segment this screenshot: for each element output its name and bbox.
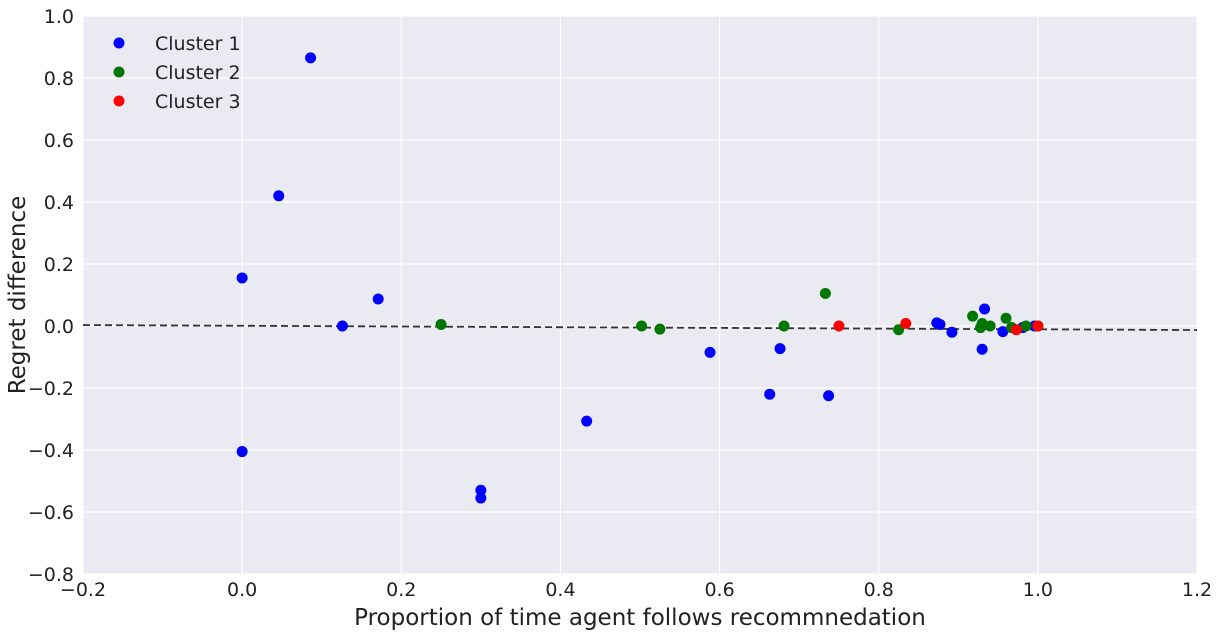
- cluster-2-point: [778, 320, 790, 332]
- cluster-1-point: [997, 326, 1009, 338]
- cluster-1-point: [823, 390, 835, 402]
- y-tick-label: 0.8: [44, 68, 74, 90]
- y-tick-labels: −0.8 −0.6 −0.4 −0.2 0.0 0.2 0.4 0.6 0.8 1.0: [28, 6, 74, 586]
- cluster-2-point: [1020, 320, 1032, 332]
- cluster-1-point: [336, 320, 348, 332]
- cluster-1-point: [372, 293, 384, 305]
- plot-background: [83, 16, 1197, 574]
- cluster-1-point: [934, 318, 946, 330]
- cluster-2-point: [819, 287, 831, 299]
- cluster-1-point: [581, 415, 593, 427]
- x-tick-label: 0.4: [545, 579, 575, 601]
- x-tick-label: −0.2: [60, 579, 106, 601]
- cluster-1-point: [236, 272, 248, 284]
- cluster-3-point: [1010, 324, 1022, 336]
- y-tick-label: −0.6: [28, 502, 74, 524]
- cluster-2-point: [967, 310, 979, 322]
- cluster-1-point: [236, 446, 248, 458]
- y-tick-label: 0.0: [44, 316, 74, 338]
- cluster-1-point: [979, 303, 991, 315]
- cluster-2-point: [893, 324, 905, 336]
- legend-label-cluster-3: Cluster 3: [155, 91, 241, 113]
- x-tick-labels: −0.2 0.0 0.2 0.4 0.6 0.8 1.0 1.2: [60, 579, 1212, 601]
- y-tick-label: 1.0: [44, 6, 74, 28]
- legend-marker-cluster-2: [113, 66, 125, 78]
- cluster-1-point: [273, 190, 285, 202]
- data-points: [236, 52, 1044, 504]
- cluster-3-point: [900, 318, 912, 330]
- cluster-1-point: [475, 484, 487, 496]
- y-axis-label: Regret difference: [5, 196, 31, 395]
- cluster-1-point: [704, 346, 716, 358]
- cluster-1-point: [774, 343, 786, 355]
- y-tick-label: −0.2: [28, 378, 74, 400]
- y-tick-label: −0.8: [28, 564, 74, 586]
- legend-label-cluster-1: Cluster 1: [155, 33, 241, 55]
- cluster-1-point: [764, 388, 776, 400]
- cluster-3-point: [833, 320, 845, 332]
- y-tick-label: 0.4: [44, 192, 74, 214]
- x-axis-label: Proportion of time agent follows recommn…: [354, 605, 926, 631]
- legend-marker-cluster-1: [113, 37, 125, 49]
- y-tick-label: −0.4: [28, 440, 74, 462]
- cluster-2-point: [636, 320, 648, 332]
- x-tick-label: 1.2: [1182, 579, 1212, 601]
- y-tick-label: 0.6: [44, 130, 74, 152]
- cluster-1-point: [475, 492, 487, 504]
- x-tick-label: 1.0: [1023, 579, 1053, 601]
- cluster-3-point: [1032, 320, 1044, 332]
- legend-label-cluster-2: Cluster 2: [155, 62, 241, 84]
- cluster-1-point: [946, 326, 958, 338]
- legend-marker-cluster-3: [113, 95, 125, 107]
- cluster-1-point: [305, 52, 317, 64]
- cluster-2-point: [654, 323, 666, 335]
- legend: Cluster 1 Cluster 2 Cluster 3: [113, 33, 241, 113]
- x-tick-label: 0.8: [864, 579, 894, 601]
- x-tick-label: 0.6: [704, 579, 734, 601]
- cluster-2-point: [435, 318, 447, 330]
- cluster-2-point: [984, 320, 996, 332]
- x-tick-label: 0.0: [227, 579, 257, 601]
- y-tick-label: 0.2: [44, 254, 74, 276]
- x-tick-label: 0.2: [386, 579, 416, 601]
- cluster-1-point: [976, 343, 988, 355]
- cluster-2-point: [1000, 312, 1012, 324]
